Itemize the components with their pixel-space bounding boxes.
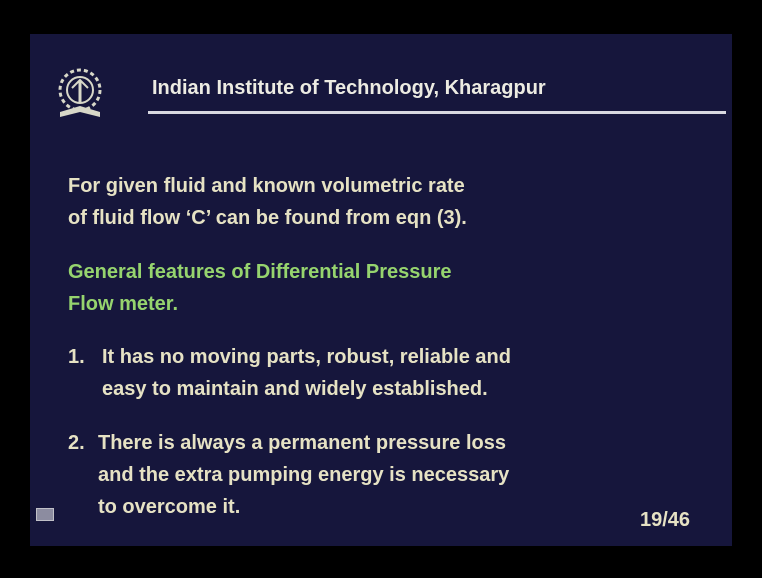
logo	[58, 68, 102, 117]
heading-line: Flow meter.	[68, 293, 179, 315]
intro-line: For given fluid and known volumetric rat…	[68, 175, 465, 197]
intro-line: of fluid flow ‘C’ can be found from eqn …	[68, 207, 467, 229]
item-line: to overcome it.	[98, 496, 241, 518]
header-title: Indian Institute of Technology, Kharagpu…	[152, 77, 546, 99]
item-number: 1.	[68, 346, 85, 368]
item-line: easy to maintain and widely established.	[102, 378, 488, 400]
header-rule	[148, 111, 726, 114]
item-line: It has no moving parts, robust, reliable…	[102, 346, 511, 368]
item-line: There is always a permanent pressure los…	[98, 432, 506, 454]
page-number: 19/46	[640, 509, 691, 531]
heading-line: General features of Differential Pressur…	[68, 261, 452, 283]
corner-icon	[36, 508, 54, 521]
item-line: and the extra pumping energy is necessar…	[98, 464, 510, 486]
slide: Indian Institute of Technology, Kharagpu…	[30, 34, 732, 546]
item-number: 2.	[68, 432, 85, 454]
